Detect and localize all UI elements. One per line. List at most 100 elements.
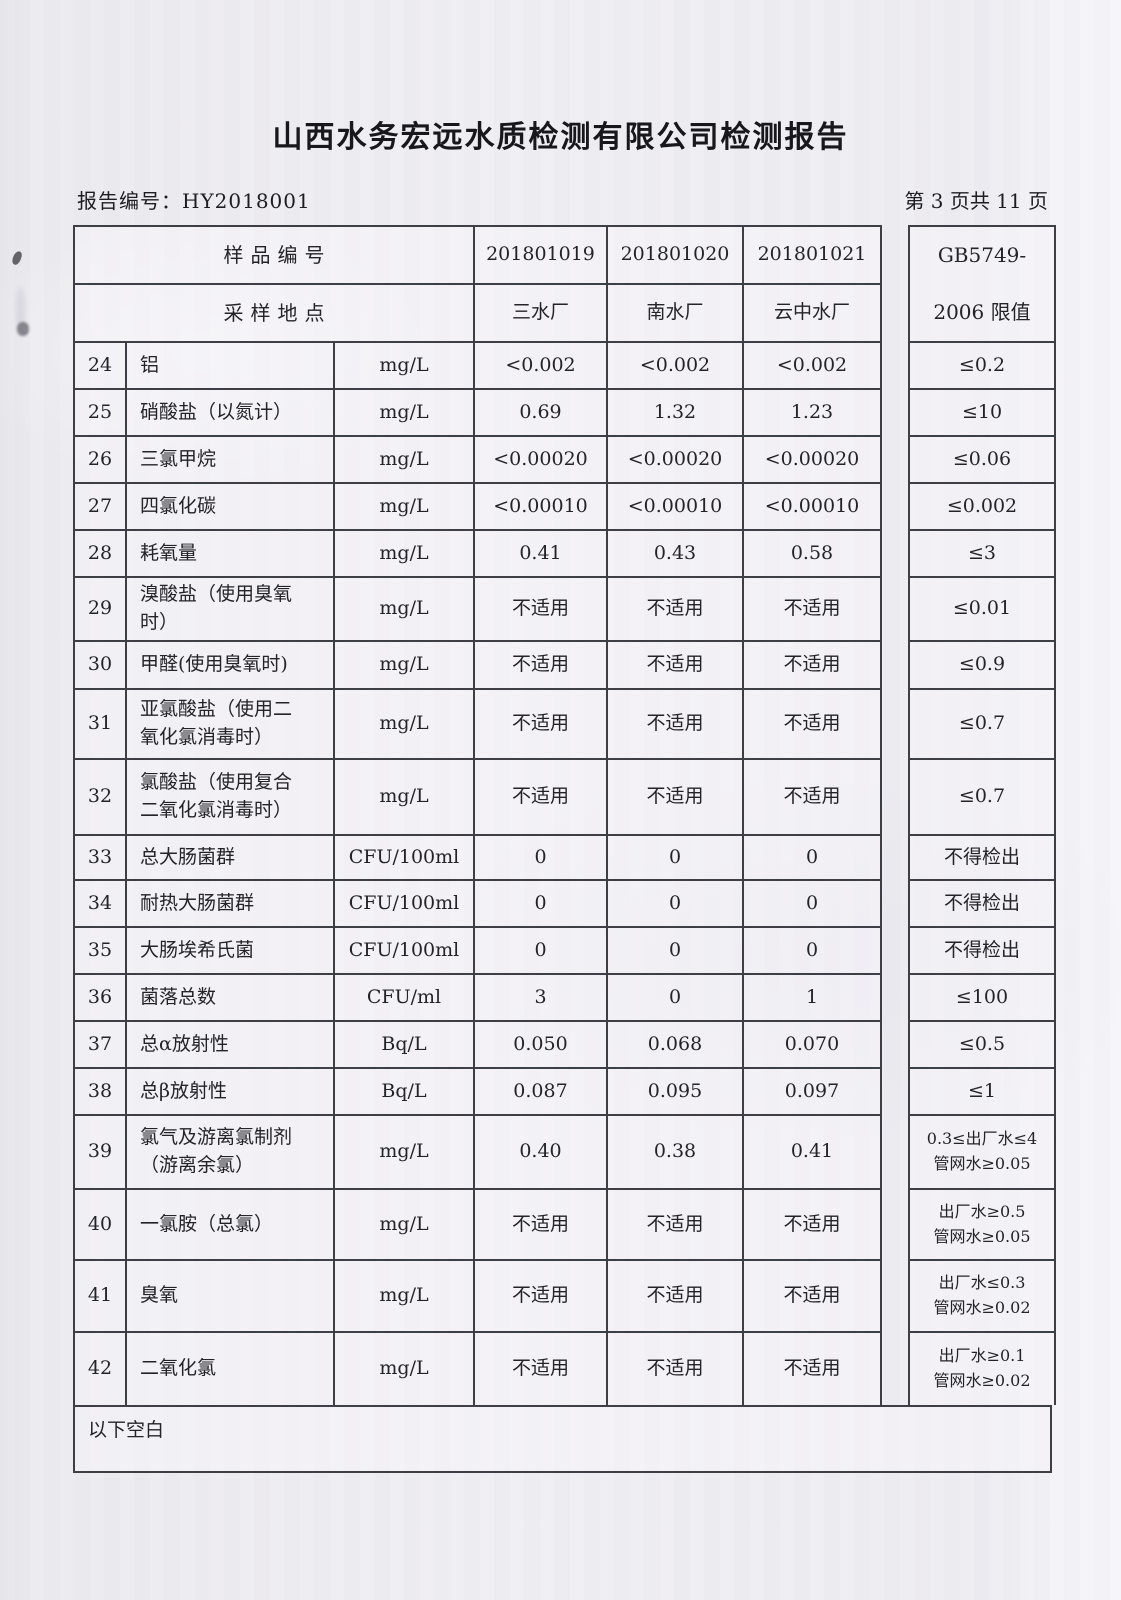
row-number: 26 — [75, 437, 127, 482]
param-unit: mg/L — [335, 484, 475, 529]
value-sample3: 不适用 — [783, 712, 841, 735]
table-row: 27 四氯化碳 mg/L <0.00010 <0.00010 <0.00010 — [75, 484, 880, 531]
param-name: 铝 — [127, 343, 335, 388]
value-sample1: <0.002 — [475, 343, 608, 388]
param-name: 耐热大肠菌群 — [127, 881, 335, 926]
param-unit: mg/L — [335, 437, 475, 482]
limit-value: 出厂水≥0.5 管网水≥0.05 — [910, 1190, 1054, 1261]
limit-value: ≤0.2 — [910, 343, 1054, 390]
value-sample2: 不适用 — [608, 760, 744, 834]
param-unit: Bq/L — [335, 1022, 475, 1067]
param-unit: mg/L — [335, 1333, 475, 1405]
limit-value: ≤0.06 — [910, 437, 1054, 484]
value-sample2: 不适用 — [608, 1190, 744, 1259]
value-sample2: 0.068 — [608, 1022, 744, 1067]
row-number: 37 — [75, 1022, 127, 1067]
param-unit: mg/L — [335, 1190, 475, 1259]
value-sample1: 3 — [475, 975, 608, 1020]
param-unit: mg/L — [335, 390, 475, 435]
param-unit: CFU/ml — [335, 975, 475, 1020]
value-sample2: 0.43 — [608, 531, 744, 576]
limit-value: ≤0.7 — [910, 760, 1054, 836]
value-sample1: 不适用 — [475, 1190, 608, 1259]
value-sample1: <0.00010 — [475, 484, 608, 529]
value-sample2: 0 — [608, 881, 744, 926]
value-sample3: <0.002 — [776, 353, 848, 376]
row-number: 32 — [75, 760, 127, 834]
value-sample2: 0 — [608, 836, 744, 879]
value-sample1: 0 — [475, 881, 608, 926]
sample-id-2: 201801020 — [608, 227, 744, 283]
value-sample3: 0 — [805, 938, 819, 961]
table-row: 24 铝 mg/L <0.002 <0.002 <0.002 — [75, 343, 880, 390]
site-1: 三水厂 — [475, 285, 608, 341]
row-number: 41 — [75, 1261, 127, 1331]
limit-value: ≤0.7 — [910, 690, 1054, 760]
value-sample3: 不适用 — [783, 597, 841, 620]
site-3: 云中水厂 — [773, 301, 850, 324]
value-sample1: 不适用 — [475, 760, 608, 834]
param-unit: CFU/100ml — [335, 881, 475, 926]
param-name: 二氧化氯 — [127, 1333, 335, 1405]
limit-value: ≤1 — [910, 1069, 1054, 1116]
param-unit: mg/L — [335, 1261, 475, 1331]
limit-value: ≤3 — [910, 531, 1054, 578]
param-name: 四氯化碳 — [127, 484, 335, 529]
limit-value: ≤0.5 — [910, 1022, 1054, 1069]
value-sample2: 不适用 — [608, 1333, 744, 1405]
param-unit: Bq/L — [335, 1069, 475, 1114]
param-name: 一氯胺（总氯） — [127, 1190, 335, 1259]
table-row: 31 亚氯酸盐（使用二 氧化氯消毒时） mg/L 不适用 不适用 不适用 — [75, 690, 880, 760]
param-unit: mg/L — [335, 760, 475, 834]
param-name: 氯酸盐（使用复合 二氧化氯消毒时） — [127, 760, 335, 834]
table-row: 40 一氯胺（总氯） mg/L 不适用 不适用 不适用 — [75, 1190, 880, 1261]
value-sample2: 1.32 — [608, 390, 744, 435]
page-indicator: 第 3 页共 11 页 — [904, 189, 1048, 213]
table-row: 26 三氯甲烷 mg/L <0.00020 <0.00020 <0.00020 — [75, 437, 880, 484]
value-sample2: 不适用 — [608, 642, 744, 688]
row-number: 42 — [75, 1333, 127, 1405]
value-sample3: 0.070 — [784, 1032, 840, 1055]
param-unit: mg/L — [335, 531, 475, 576]
value-sample2: <0.002 — [608, 343, 744, 388]
table-row: 25 硝酸盐（以氮计） mg/L 0.69 1.32 1.23 — [75, 390, 880, 437]
value-sample3: 0 — [805, 845, 819, 868]
row-number: 33 — [75, 836, 127, 879]
param-name: 臭氧 — [127, 1261, 335, 1331]
row-number: 24 — [75, 343, 127, 388]
table-row: 35 大肠埃希氏菌 CFU/100ml 0 0 0 — [75, 928, 880, 975]
table-row: 29 溴酸盐（使用臭氧 时） mg/L 不适用 不适用 不适用 — [75, 578, 880, 642]
scan-artifact-smudge — [16, 288, 25, 332]
table-row: 33 总大肠菌群 CFU/100ml 0 0 0 — [75, 836, 880, 881]
row-number: 34 — [75, 881, 127, 926]
table-row: 37 总α放射性 Bq/L 0.050 0.068 0.070 — [75, 1022, 880, 1069]
limit-value: ≤0.01 — [910, 578, 1054, 642]
table-row: 34 耐热大肠菌群 CFU/100ml 0 0 0 — [75, 881, 880, 928]
report-number: 报告编号：HY2018001 — [77, 189, 311, 213]
table-row: 28 耗氧量 mg/L 0.41 0.43 0.58 — [75, 531, 880, 578]
param-name: 甲醛(使用臭氧时) — [127, 642, 335, 688]
table-row: 32 氯酸盐（使用复合 二氧化氯消毒时） mg/L 不适用 不适用 不适用 — [75, 760, 880, 836]
row-number: 35 — [75, 928, 127, 973]
table-row: 38 总β放射性 Bq/L 0.087 0.095 0.097 — [75, 1069, 880, 1116]
value-sample1: 0.41 — [475, 531, 608, 576]
value-sample1: 不适用 — [475, 642, 608, 688]
row-number: 28 — [75, 531, 127, 576]
report-title: 山西水务宏远水质检测有限公司检测报告 — [272, 120, 849, 155]
param-name: 溴酸盐（使用臭氧 时） — [127, 578, 335, 640]
results-table: 样品编号 201801019 201801020 201801021 采样地点 … — [73, 225, 1056, 1475]
param-name: 总α放射性 — [127, 1022, 335, 1067]
limit-header: GB5749- 2006 限值 — [910, 227, 1054, 343]
param-unit: mg/L — [335, 690, 475, 758]
param-unit: CFU/100ml — [335, 836, 475, 879]
value-sample1: 不适用 — [475, 1261, 608, 1331]
value-sample3: 不适用 — [783, 1212, 841, 1235]
site-label: 采样地点 — [75, 285, 475, 341]
param-name: 总β放射性 — [127, 1069, 335, 1114]
limit-header-line1: GB5749- — [937, 243, 1027, 267]
value-sample1: 不适用 — [475, 690, 608, 758]
scan-artifact-mark — [17, 322, 29, 336]
sample-id-label: 样品编号 — [75, 227, 475, 283]
value-sample2: 不适用 — [608, 578, 744, 640]
value-sample3: 1 — [805, 985, 819, 1008]
